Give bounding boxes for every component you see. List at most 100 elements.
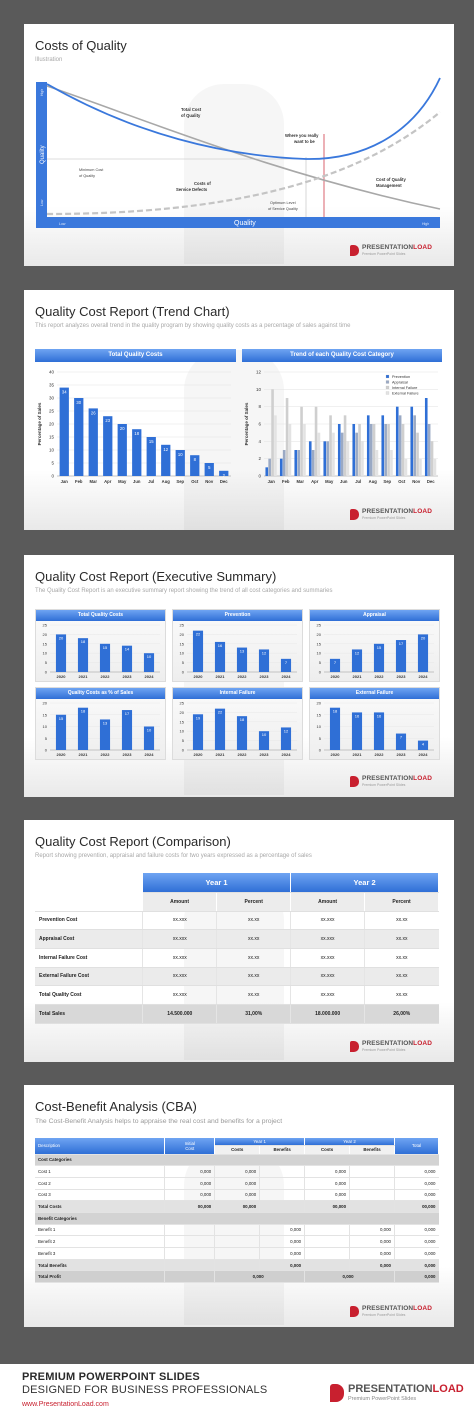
y-tick-label: 40 (49, 370, 55, 375)
cell (349, 1200, 395, 1213)
bar-2022 (99, 643, 111, 672)
annotation-optimum-2: of Service Quality (268, 207, 298, 211)
y-tick-label: 20 (180, 632, 185, 637)
bar-value-label: 15 (59, 716, 64, 721)
total-benefits-row: Total Benefits 0,000 0,000 0,000 (35, 1259, 439, 1272)
year1-percent: xx.xx (216, 967, 291, 987)
logo-mark-icon (350, 1041, 360, 1052)
bar-2024 (417, 740, 429, 750)
cell (304, 1247, 350, 1260)
slide-title: Quality Cost Report (Comparison) (35, 834, 231, 849)
year2-amount: xx.xxx (290, 911, 365, 931)
bar-prevention-dec (424, 398, 428, 476)
bar-internal-failure-aug (372, 424, 376, 476)
bar-appraisal-jul (355, 432, 358, 476)
x-tick-label: Apr (311, 479, 319, 484)
y-tick-label: 5 (45, 736, 48, 741)
logo-brand-b: LOAD (413, 775, 432, 782)
category-row: Cost Categories (35, 1154, 439, 1167)
x-tick-label: 2020 (57, 674, 67, 679)
cost-benefit-table: Description Initial Cost Year 1 Year 2 To… (35, 1138, 440, 1284)
slide-title: Quality Cost Report (Executive Summary) (35, 569, 277, 584)
y-tick-label: 25 (317, 623, 322, 628)
x-tick-label: 2020 (331, 674, 341, 679)
row-total: 0,000 (393, 1235, 439, 1248)
cost-row: Cost 2 0,000 0,000 0,000 0,000 (35, 1177, 439, 1190)
bar-2020 (192, 714, 204, 750)
x-tick-label: Sep (176, 479, 184, 484)
bar-value-label: 10 (147, 654, 152, 659)
benefit-row: Benefit 2 0,000 0,000 0,000 (35, 1235, 439, 1248)
y-tick-label: 25 (43, 623, 48, 628)
y-tick-label: 10 (317, 724, 322, 729)
y-tick-label: 0 (182, 748, 185, 753)
y-tick-label: 2 (258, 456, 261, 461)
bar-prevention-nov (410, 406, 414, 476)
bar-value-label: 12 (355, 650, 360, 655)
legend-entry: Appraisal (392, 381, 408, 385)
x-tick-label: 2021 (79, 752, 89, 757)
x-tick-label: Jun (133, 479, 141, 484)
bar-internal-failure-mar (300, 406, 303, 476)
logo-mark-icon (350, 1306, 360, 1317)
cell (349, 1177, 395, 1190)
benefits-header: Benefits (349, 1145, 395, 1155)
year1-benefits: 0,000 (259, 1259, 305, 1272)
bar-jan (59, 387, 69, 476)
year2-amount: xx.xxx (290, 985, 365, 1005)
y-axis-label: Quality (40, 145, 46, 164)
year2-benefits: 0,000 (349, 1259, 395, 1272)
presentationload-logo: PRESENTATIONLOAD Premium PowerPoint Slide… (350, 1040, 432, 1052)
bar-value-label: 16 (355, 713, 360, 718)
service-defects-curve (46, 85, 441, 210)
logo-brand-b: LOAD (413, 244, 432, 251)
logo-brand-a: PRESENTATION (362, 1305, 414, 1312)
y-tick-label: 0 (319, 670, 322, 675)
logo-mark-icon (350, 245, 360, 256)
year2-percent: xx.xx (364, 948, 439, 968)
year1-amount: 14.500.000 (142, 1004, 217, 1024)
footer-url-link[interactable]: www.PresentationLoad.com (22, 1401, 109, 1408)
quality-cost-diagram: Quality High Low Quality Low High Total … (36, 77, 441, 228)
slide-background (24, 470, 454, 530)
initial-cost: 0,000 (164, 1177, 215, 1190)
cell (304, 1235, 350, 1248)
bar-value-label: 13 (103, 720, 108, 725)
y-tick-label: 25 (180, 623, 185, 628)
x-tick-label: Feb (282, 479, 290, 484)
x-tick-label: Sep (383, 479, 391, 484)
logo-tagline: Premium PowerPoint Slides (348, 1396, 417, 1402)
slide-subtitle: Report showing prevention, appraisal and… (35, 853, 312, 859)
bar-value-label: 18 (240, 717, 245, 722)
y-axis-label: Percentage of Sales (244, 402, 249, 445)
panel-title: External Failure (310, 688, 439, 699)
logo-tagline: Premium PowerPoint Slides (362, 1047, 406, 1052)
x-tick-label: 2022 (375, 752, 385, 757)
row-label: Prevention Cost (35, 911, 143, 931)
bar-external-failure-nov (419, 458, 422, 476)
row-label: Total Costs (35, 1200, 165, 1213)
bar-jul (146, 437, 156, 476)
x-tick-label: Apr (104, 479, 112, 484)
y-tick-label: 0 (45, 670, 48, 675)
annotation-optimum-1: Optimum Level (270, 201, 296, 205)
bar-external-failure-dec (433, 458, 437, 476)
year2-costs: 00,000 (304, 1200, 350, 1213)
bar-value-label: 18 (81, 709, 86, 714)
year1-percent: xx.xx (216, 929, 291, 949)
x-tick-label: 2022 (238, 752, 248, 757)
bar-2021 (214, 641, 226, 672)
bar-2023 (395, 733, 407, 750)
bar-2020 (329, 707, 341, 750)
logo-tagline: Premium PowerPoint Slides (362, 251, 406, 256)
year2-costs: 0,000 (304, 1177, 350, 1190)
x-tick-label: 2024 (282, 674, 292, 679)
logo-brand-a: PRESENTATION (362, 244, 414, 251)
bar-prevention-apr (308, 441, 312, 476)
year2-profit: 0,000 (304, 1270, 395, 1284)
quality-management-curve (46, 111, 441, 216)
row-label: Cost 2 (35, 1177, 165, 1190)
y-tick-label: 20 (317, 632, 322, 637)
year1-amount: xx.xxx (142, 911, 217, 931)
